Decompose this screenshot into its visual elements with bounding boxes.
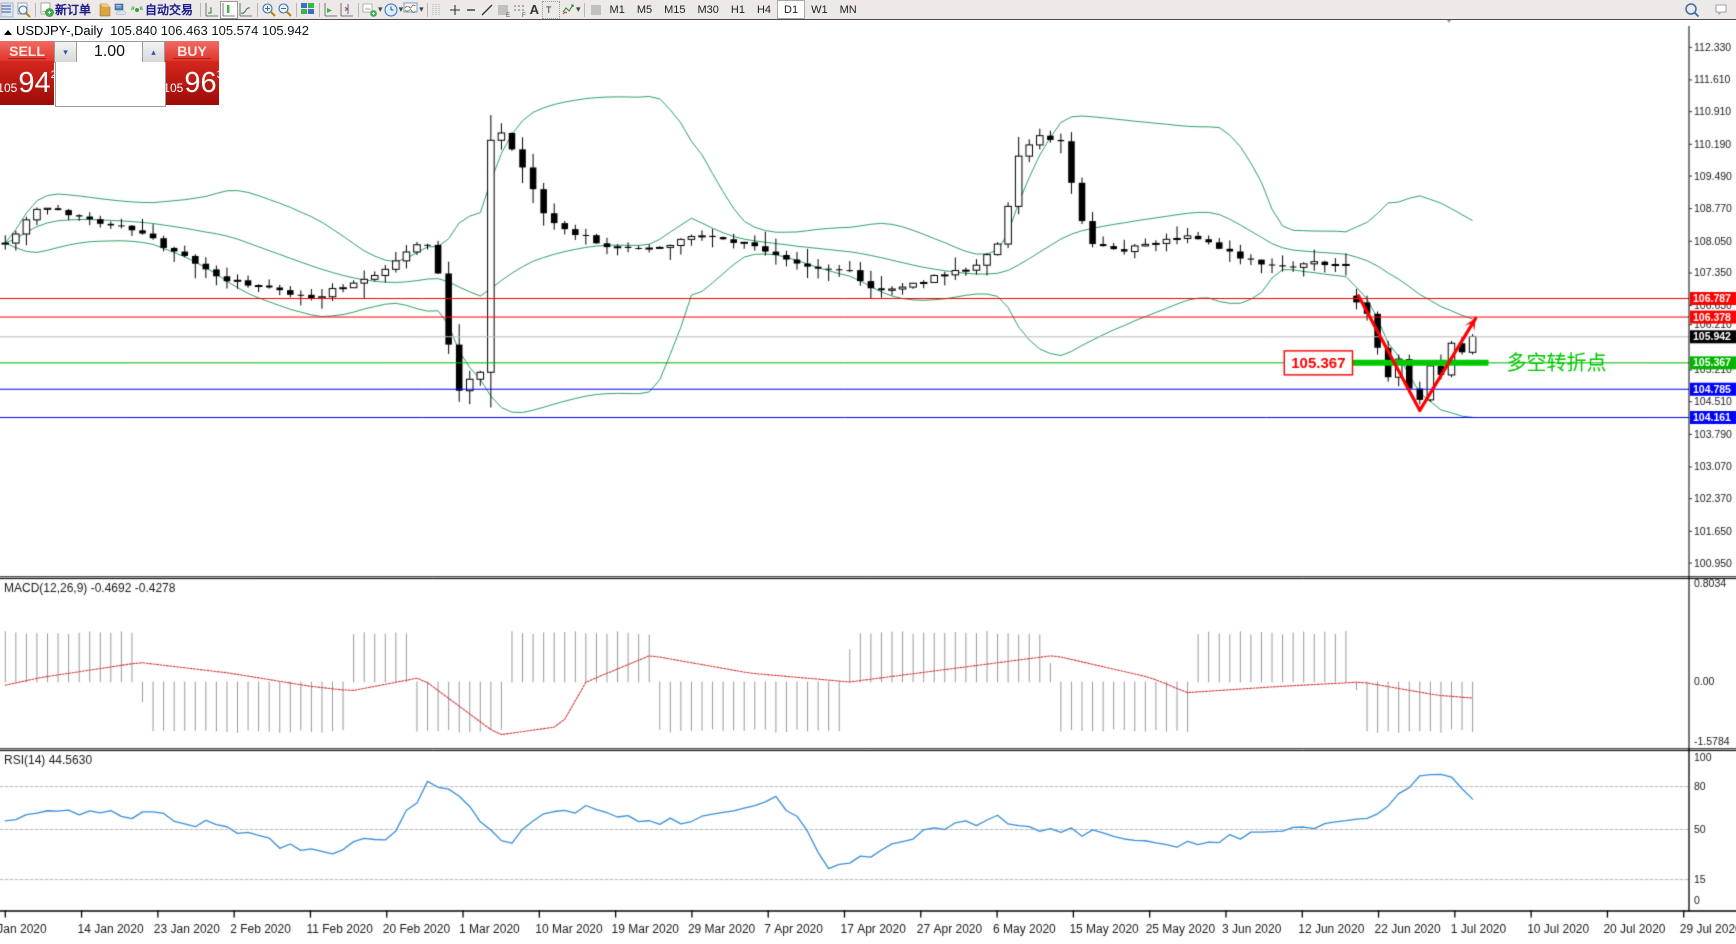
svg-text:F: F	[522, 13, 526, 18]
svg-text:T: T	[546, 5, 552, 15]
svg-text:E: E	[506, 13, 510, 18]
